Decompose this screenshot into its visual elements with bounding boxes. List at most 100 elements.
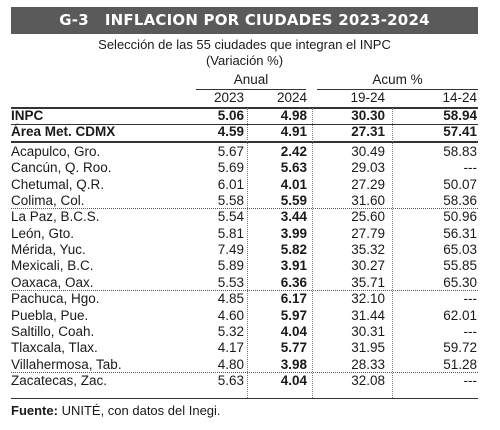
title-bar: G-3 INFLACION POR CIUDADES 2023-2024 [11, 7, 478, 34]
row-label: Acapulco, Gro. [11, 144, 101, 159]
table-cell: 58.36 [443, 193, 477, 208]
table-cell: 65.03 [443, 242, 477, 257]
row-label: León, Gto. [11, 226, 75, 241]
table-cell: 27.29 [351, 177, 385, 192]
column-header: 2023 [213, 90, 244, 105]
table-cell: 27.31 [351, 124, 385, 139]
row-label: INPC [11, 108, 44, 123]
table-cell: 4.59 [217, 124, 244, 139]
table-cell: 4.01 [280, 177, 307, 192]
header-rule [11, 107, 478, 109]
table-row: Acapulco, Gro. 5.67 2.42 30.49 58.83 [11, 144, 478, 160]
table-row: Colima, Col. 5.58 5.59 31.60 58.36 [11, 193, 478, 209]
table-cell: 5.82 [280, 242, 307, 257]
table-cell: 57.41 [443, 124, 477, 139]
table-row: Tlaxcala, Tlax. 4.17 5.77 31.95 59.72 [11, 340, 478, 356]
table-row: Oaxaca, Oax. 5.53 6.36 35.71 65.30 [11, 275, 478, 291]
table-cell: 3.91 [280, 258, 307, 273]
table-cell: 4.98 [280, 108, 307, 123]
column-separator [312, 108, 313, 398]
row-label: Saltillo, Coah. [11, 324, 95, 339]
group-divider [11, 208, 478, 209]
figure-title: INFLACION POR CIUDADES 2023-2024 [104, 11, 430, 29]
group-underline-acum [317, 89, 478, 90]
row-label: Puebla, Pue. [11, 308, 89, 323]
row-rule [11, 141, 478, 143]
table-row: Villahermosa, Tab. 4.80 3.98 28.33 51.28 [11, 357, 478, 373]
column-header: 14-24 [442, 90, 477, 105]
table-cell: 4.04 [280, 373, 307, 388]
group-header-anual: Anual [233, 72, 269, 87]
row-label: Colima, Col. [11, 193, 85, 208]
group-divider [11, 290, 478, 291]
figure-code: G-3 [59, 11, 89, 29]
row-label: Mérida, Yuc. [11, 242, 86, 257]
table-cell: --- [463, 324, 478, 339]
table-cell: 6.01 [217, 177, 244, 192]
table-row: Puebla, Pue. 4.60 5.97 31.44 62.01 [11, 308, 478, 324]
table-cell: 4.04 [280, 324, 307, 339]
table-cell: 5.67 [217, 144, 244, 159]
table-cell: 5.77 [280, 340, 307, 355]
table-cell: 27.79 [351, 226, 385, 241]
table-cell: 5.69 [217, 160, 244, 175]
table-cell: 25.60 [351, 209, 385, 224]
table-cell: 28.33 [351, 357, 385, 372]
column-separator [247, 108, 248, 398]
table-cell: 5.58 [217, 193, 244, 208]
column-header: 2024 [276, 90, 307, 105]
table-cell: 5.89 [217, 258, 244, 273]
table-row: Pachuca, Hgo. 4.85 6.17 32.10 --- [11, 291, 478, 307]
table-cell: --- [463, 291, 478, 306]
source-note: Fuente: UNITÉ, con datos del Inegi. [11, 403, 221, 418]
table-cell: 30.49 [351, 144, 385, 159]
table-cell: 5.63 [217, 373, 244, 388]
table-cell: 35.32 [351, 242, 385, 257]
table-cell: 30.31 [351, 324, 385, 339]
table-row: Mexicali, B.C. 5.89 3.91 30.27 55.85 [11, 258, 478, 274]
table-row: Cancún, Q. Roo. 5.69 5.63 29.03 --- [11, 160, 478, 176]
table-cell: 5.06 [217, 108, 244, 123]
table-cell: 3.98 [280, 357, 307, 372]
table-cell: 4.85 [217, 291, 244, 306]
row-label: Cancún, Q. Roo. [11, 160, 112, 175]
table-cell: --- [463, 160, 478, 175]
table-cell: 50.96 [443, 209, 477, 224]
row-label: Villahermosa, Tab. [11, 357, 122, 372]
table-cell: 55.85 [443, 258, 477, 273]
table-row: Chetumal, Q.R. 6.01 4.01 27.29 50.07 [11, 177, 478, 193]
table-row: La Paz, B.C.S. 5.54 3.44 25.60 50.96 [11, 209, 478, 225]
table-cell: 62.01 [443, 308, 477, 323]
source-text: UNITÉ, con datos del Inegi. [57, 403, 221, 418]
table-cell: 3.99 [280, 226, 307, 241]
table-cell: 5.53 [217, 275, 244, 290]
group-underline-anual [196, 89, 306, 90]
row-label: Zacatecas, Zac. [11, 373, 108, 388]
table-cell: 5.59 [280, 193, 307, 208]
table-row: Saltillo, Coah. 5.32 4.04 30.31 --- [11, 324, 478, 340]
row-label: Área Met. CDMX [11, 124, 116, 139]
table-cell: 5.32 [217, 324, 244, 339]
table-cell: 5.54 [217, 209, 244, 224]
table-cell: 5.97 [280, 308, 307, 323]
column-header: 19-24 [350, 90, 385, 105]
table-cell: 50.07 [443, 177, 477, 192]
column-separator [392, 108, 393, 398]
group-divider [11, 372, 478, 373]
table-cell: 4.80 [217, 357, 244, 372]
table-row: INPC 5.06 4.98 30.30 58.94 [11, 108, 478, 124]
table-cell: 30.30 [351, 108, 385, 123]
table-row: León, Gto. 5.81 3.99 27.79 56.31 [11, 226, 478, 242]
row-label: Oaxaca, Oax. [11, 275, 94, 290]
table-cell: 31.95 [351, 340, 385, 355]
table-cell: 58.83 [443, 144, 477, 159]
table-cell: 3.44 [280, 209, 307, 224]
table-cell: 4.91 [280, 124, 307, 139]
table-row: Mérida, Yuc. 7.49 5.82 35.32 65.03 [11, 242, 478, 258]
table-cell: 6.36 [280, 275, 307, 290]
table-cell: 58.94 [443, 108, 477, 123]
table-cell: 6.17 [280, 291, 307, 306]
row-label: Tlaxcala, Tlax. [11, 340, 98, 355]
column-header-row: 2023 2024 19-24 14-24 [11, 90, 478, 106]
table-cell: 30.27 [351, 258, 385, 273]
